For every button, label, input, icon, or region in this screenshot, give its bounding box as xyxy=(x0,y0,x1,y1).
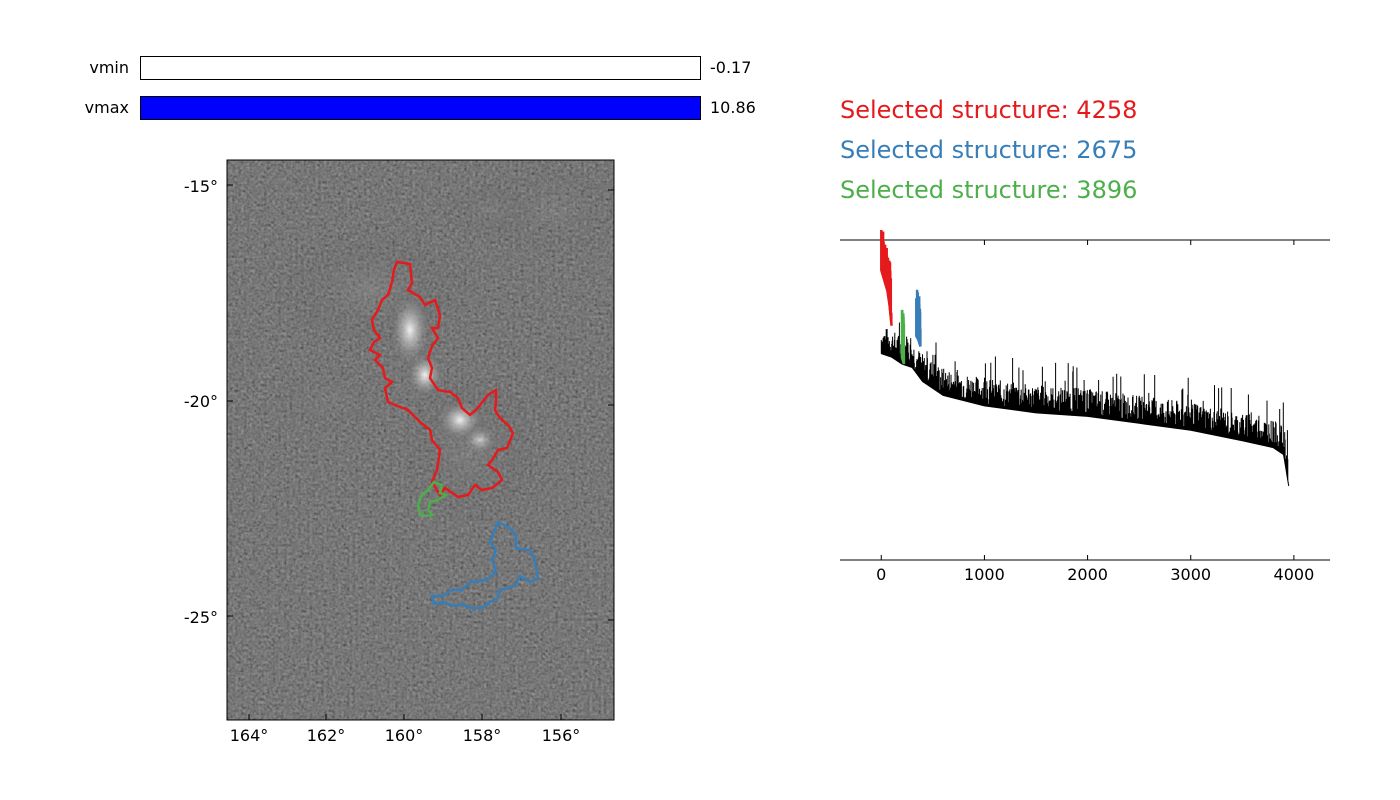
selected-structure-label: Selected structure: 4258 xyxy=(840,96,1137,124)
dendrogram-ticks: 0 1000 2000 3000 4000 xyxy=(876,240,1314,584)
vmin-value: -0.17 xyxy=(710,58,752,77)
image-x-ticks xyxy=(248,714,562,720)
x-tick-label: 2000 xyxy=(1067,565,1108,584)
dendrogram-plot[interactable]: 0 1000 2000 3000 4000 xyxy=(820,230,1350,600)
vmax-track[interactable] xyxy=(140,96,701,120)
x-tick-label: 158° xyxy=(463,726,502,745)
structure-contour-green[interactable] xyxy=(416,480,449,518)
structure-contour-red[interactable] xyxy=(368,260,515,499)
dendrogram-branches[interactable] xyxy=(915,289,922,347)
structure-contour-blue[interactable] xyxy=(430,520,540,610)
dendrogram-axes xyxy=(840,239,1330,561)
x-tick-label: 3000 xyxy=(1170,565,1211,584)
y-tick-label: -15° xyxy=(184,177,218,196)
x-tick-label: 1000 xyxy=(964,565,1005,584)
image-frame xyxy=(226,159,615,721)
selected-structure-label: Selected structure: 3896 xyxy=(840,176,1137,204)
vmax-label: vmax xyxy=(84,98,129,117)
selected-structure-id: 3896 xyxy=(1076,176,1138,204)
x-tick-label: 164° xyxy=(230,726,269,745)
x-tick-label: 162° xyxy=(307,726,346,745)
vmin-track[interactable] xyxy=(140,56,701,80)
y-tick-label: -25° xyxy=(184,608,218,627)
selected-structure-prefix: Selected structure: xyxy=(840,96,1077,124)
bright-region xyxy=(388,290,432,370)
selected-structure-id: 2675 xyxy=(1076,136,1138,164)
selected-structure-id: 4258 xyxy=(1076,96,1138,124)
image-panel[interactable]: -15° -20° -25° 164° 162° 160° 158° 156° xyxy=(170,150,630,760)
x-tick-label: 0 xyxy=(876,565,886,584)
dendrogram-branches[interactable] xyxy=(880,230,893,324)
vmax-fill xyxy=(141,97,700,119)
image-y-ticks xyxy=(227,184,614,621)
dendrogram-branches[interactable] xyxy=(880,322,1289,484)
x-tick-label: 160° xyxy=(385,726,424,745)
dendrogram-lines[interactable] xyxy=(880,230,1290,487)
x-tick-label: 4000 xyxy=(1274,565,1315,584)
dendrogram-branches[interactable] xyxy=(900,309,906,364)
x-tick-label: 156° xyxy=(542,726,581,745)
selected-structure-prefix: Selected structure: xyxy=(840,136,1077,164)
y-tick-label: -20° xyxy=(184,392,218,411)
selected-structure-label: Selected structure: 2675 xyxy=(840,136,1137,164)
selected-structure-prefix: Selected structure: xyxy=(840,176,1077,204)
vmin-label: vmin xyxy=(89,58,129,77)
vmax-value: 10.86 xyxy=(710,98,756,117)
